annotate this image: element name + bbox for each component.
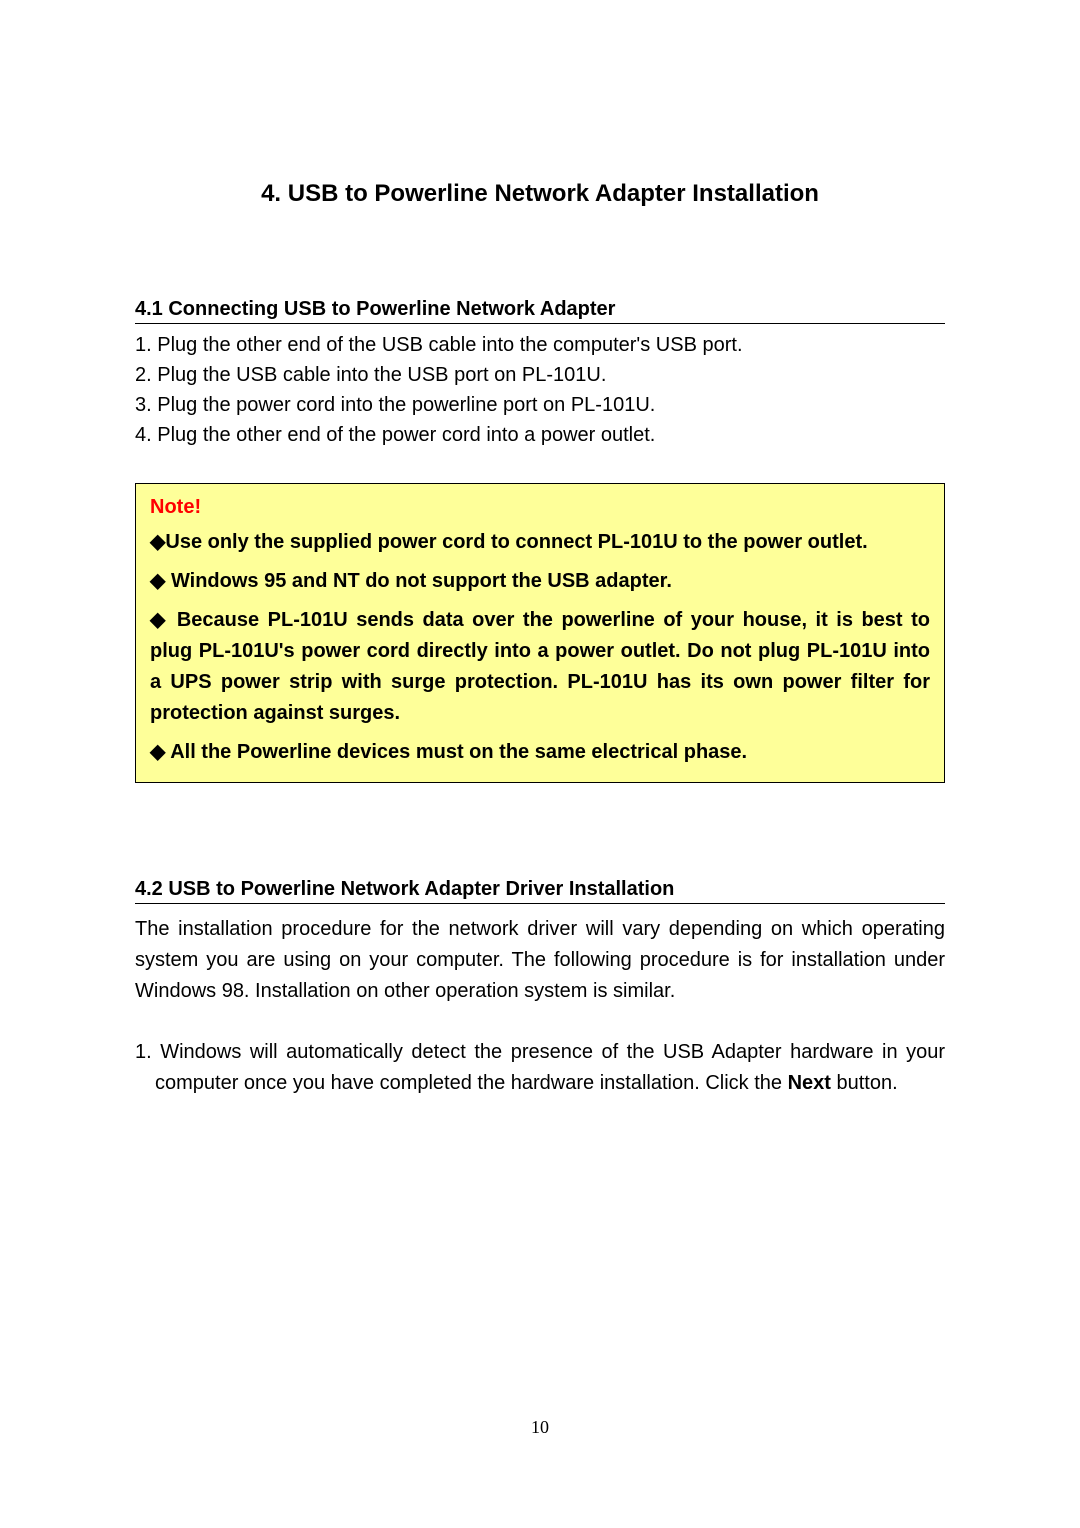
step-1-text-post: button. — [831, 1072, 898, 1094]
note-title: Note! — [150, 496, 930, 519]
main-title: 4. USB to Powerline Network Adapter Inst… — [135, 180, 945, 208]
section-42-step-1: 1. Windows will automatically detect the… — [135, 1037, 945, 1099]
note-bullet: ◆Use only the supplied power cord to con… — [150, 527, 930, 558]
section-42: 4.2 USB to Powerline Network Adapter Dri… — [135, 878, 945, 1099]
section-42-intro: The installation procedure for the netwo… — [135, 914, 945, 1007]
step-item: 4. Plug the other end of the power cord … — [135, 424, 945, 447]
note-box: Note! ◆Use only the supplied power cord … — [135, 483, 945, 783]
step-item: 1. Plug the other end of the USB cable i… — [135, 334, 945, 357]
section-41-steps: 1. Plug the other end of the USB cable i… — [135, 334, 945, 447]
section-41-heading: 4.1 Connecting USB to Powerline Network … — [135, 298, 945, 324]
note-bullet: ◆ Windows 95 and NT do not support the U… — [150, 566, 930, 597]
step-item: 2. Plug the USB cable into the USB port … — [135, 364, 945, 387]
section-42-heading: 4.2 USB to Powerline Network Adapter Dri… — [135, 878, 945, 904]
step-item: 3. Plug the power cord into the powerlin… — [135, 394, 945, 417]
page-number: 10 — [0, 1417, 1080, 1438]
note-bullet: ◆ All the Powerline devices must on the … — [150, 737, 930, 768]
note-bullet: ◆ Because PL-101U sends data over the po… — [150, 605, 930, 729]
step-1-bold-next: Next — [788, 1072, 831, 1094]
document-page: 4. USB to Powerline Network Adapter Inst… — [0, 0, 1080, 1099]
